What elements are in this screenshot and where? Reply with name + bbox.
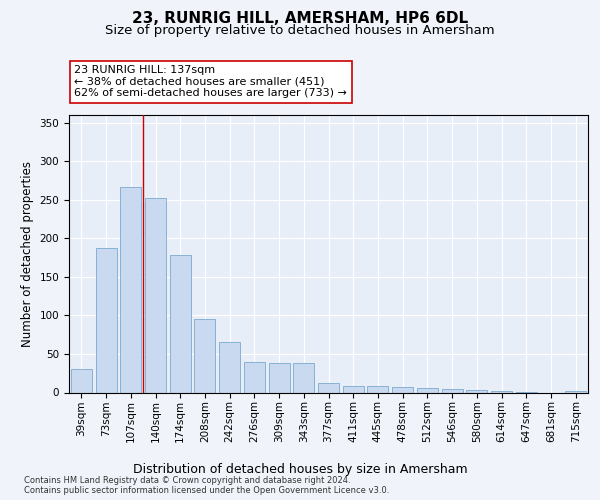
Bar — [367, 386, 388, 392]
Bar — [145, 198, 166, 392]
Bar — [170, 256, 191, 392]
Bar — [392, 387, 413, 392]
Bar — [442, 388, 463, 392]
Bar — [269, 363, 290, 392]
Y-axis label: Number of detached properties: Number of detached properties — [21, 161, 34, 347]
Bar — [95, 248, 116, 392]
Text: 23, RUNRIG HILL, AMERSHAM, HP6 6DL: 23, RUNRIG HILL, AMERSHAM, HP6 6DL — [132, 11, 468, 26]
Text: Size of property relative to detached houses in Amersham: Size of property relative to detached ho… — [105, 24, 495, 37]
Text: 23 RUNRIG HILL: 137sqm
← 38% of detached houses are smaller (451)
62% of semi-de: 23 RUNRIG HILL: 137sqm ← 38% of detached… — [74, 65, 347, 98]
Bar — [318, 383, 339, 392]
Bar — [194, 320, 215, 392]
Bar — [293, 363, 314, 392]
Bar — [120, 186, 141, 392]
Bar — [219, 342, 240, 392]
Bar — [565, 391, 586, 392]
Bar — [343, 386, 364, 392]
Text: Contains HM Land Registry data © Crown copyright and database right 2024.
Contai: Contains HM Land Registry data © Crown c… — [24, 476, 389, 496]
Bar — [417, 388, 438, 392]
Bar — [71, 370, 92, 392]
Bar — [466, 390, 487, 392]
Bar — [491, 391, 512, 392]
Text: Distribution of detached houses by size in Amersham: Distribution of detached houses by size … — [133, 462, 467, 475]
Bar — [244, 362, 265, 392]
